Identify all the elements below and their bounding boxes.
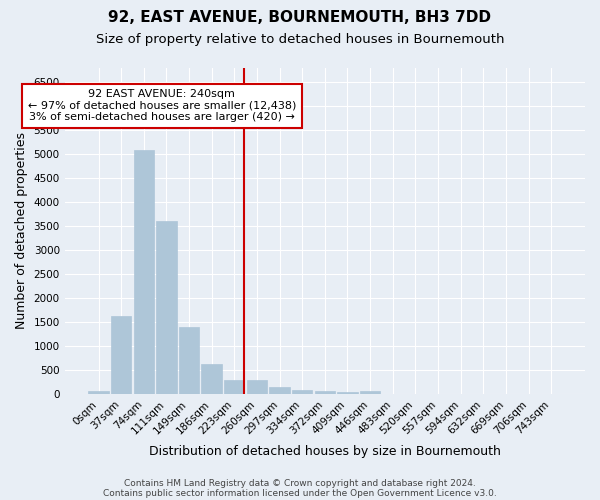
Bar bbox=[360, 391, 380, 394]
Y-axis label: Number of detached properties: Number of detached properties bbox=[15, 132, 28, 330]
Bar bbox=[88, 391, 109, 394]
Bar bbox=[134, 150, 154, 394]
Bar bbox=[224, 380, 244, 394]
Bar bbox=[179, 327, 199, 394]
Text: Contains HM Land Registry data © Crown copyright and database right 2024.: Contains HM Land Registry data © Crown c… bbox=[124, 478, 476, 488]
Text: 92, EAST AVENUE, BOURNEMOUTH, BH3 7DD: 92, EAST AVENUE, BOURNEMOUTH, BH3 7DD bbox=[109, 10, 491, 25]
Bar bbox=[314, 391, 335, 394]
Text: Size of property relative to detached houses in Bournemouth: Size of property relative to detached ho… bbox=[96, 32, 504, 46]
Text: Contains public sector information licensed under the Open Government Licence v3: Contains public sector information licen… bbox=[103, 488, 497, 498]
Bar bbox=[269, 387, 290, 394]
Bar bbox=[202, 364, 222, 394]
Bar bbox=[111, 316, 131, 394]
Bar bbox=[247, 380, 267, 394]
Bar bbox=[337, 392, 358, 394]
Bar bbox=[156, 222, 176, 394]
Text: 92 EAST AVENUE: 240sqm
← 97% of detached houses are smaller (12,438)
3% of semi-: 92 EAST AVENUE: 240sqm ← 97% of detached… bbox=[28, 89, 296, 122]
Bar bbox=[292, 390, 313, 394]
X-axis label: Distribution of detached houses by size in Bournemouth: Distribution of detached houses by size … bbox=[149, 444, 501, 458]
